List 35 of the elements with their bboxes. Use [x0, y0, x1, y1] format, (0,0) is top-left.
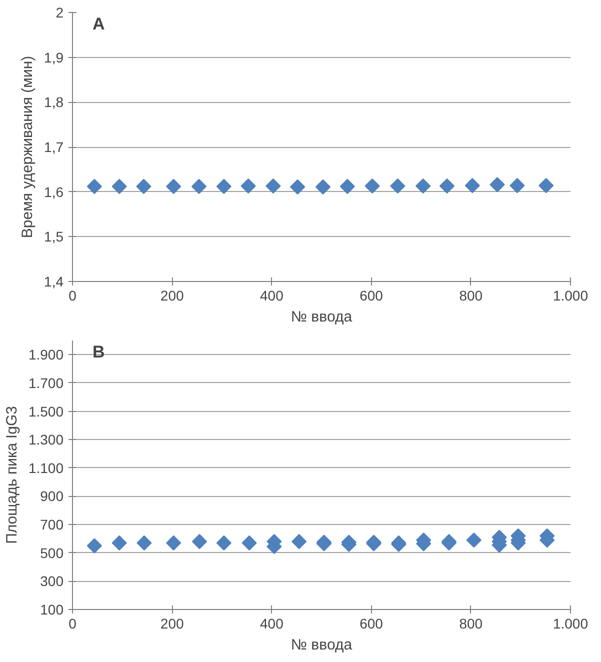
y-tick-label: 1.100 — [28, 460, 64, 476]
x-tick-label: 400 — [260, 616, 284, 632]
x-tick-label: 0 — [68, 288, 77, 304]
y-tick-label: 300 — [40, 573, 64, 590]
y-tick-label: 1.900 — [28, 346, 64, 363]
x-tick-label: 200 — [160, 288, 184, 304]
y-tick-label: 1.500 — [28, 403, 64, 420]
x-tick-label: 0 — [68, 616, 77, 632]
y-tick-label: 500 — [40, 544, 64, 561]
annotation: A — [92, 14, 105, 34]
y-tick-label: 1,5 — [44, 228, 64, 245]
y-tick-label: 1,6 — [44, 184, 64, 200]
y-tick-label: 1,8 — [44, 94, 64, 110]
x-tick-label: 800 — [459, 616, 483, 632]
annotation: B — [92, 342, 105, 362]
x-tick-label: 200 — [160, 616, 184, 632]
x-tick-label: 1.000 — [552, 288, 588, 304]
y-axis-title: Площадь пика IgG3 — [3, 406, 20, 544]
y-tick-label: 900 — [40, 488, 64, 504]
x-axis-title: № ввода — [290, 308, 353, 326]
y-tick-label: 100 — [40, 602, 64, 618]
x-tick-label: 800 — [459, 288, 483, 304]
y-tick-label: 700 — [40, 516, 64, 533]
y-tick-label: 2 — [56, 4, 64, 20]
y-axis-title: Время удерживания (мин) — [19, 56, 36, 238]
y-tick-label: 1.700 — [28, 374, 64, 391]
x-tick-label: 600 — [360, 288, 384, 304]
x-tick-label: 400 — [260, 288, 284, 304]
y-tick-label: 1.300 — [28, 432, 64, 448]
y-tick-label: 1,9 — [44, 49, 64, 66]
y-tick-label: 1,4 — [44, 274, 64, 290]
x-tick-label: 600 — [360, 616, 384, 632]
y-tick-label: 1,7 — [44, 139, 64, 155]
x-axis-title: № ввода — [290, 636, 353, 654]
x-tick-label: 1.000 — [552, 616, 588, 632]
